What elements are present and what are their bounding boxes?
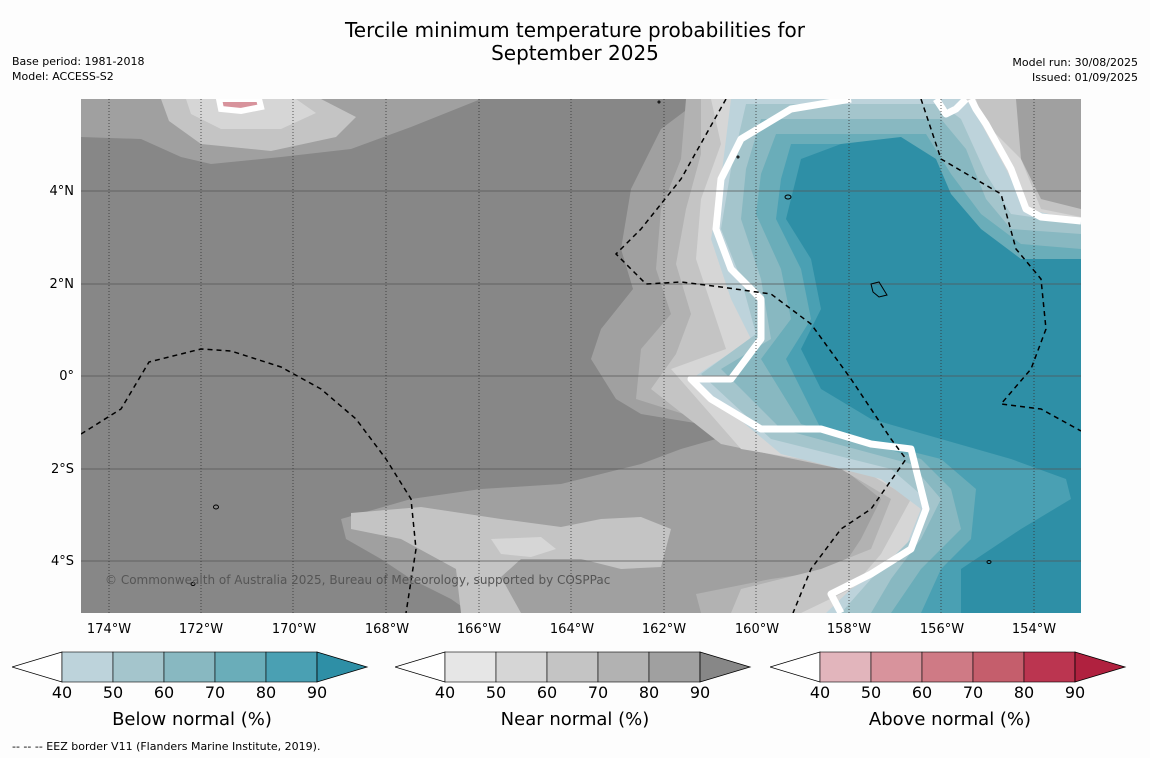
gridlines xyxy=(81,190,1081,562)
below-normal-segment-40 xyxy=(61,651,114,683)
near-normal-tick-70: 70 xyxy=(587,683,609,702)
base-period: Base period: 1981-2018 xyxy=(12,55,145,68)
above-normal-over-triangle xyxy=(1074,651,1127,683)
lon-label-166w: 166°W xyxy=(456,622,502,637)
above-normal-50-region xyxy=(215,99,265,115)
near-normal-tick-50: 50 xyxy=(485,683,507,702)
near-normal-colorbar xyxy=(395,651,752,683)
eez-footnote: -- -- -- EEZ border V11 (Flanders Marine… xyxy=(12,740,321,753)
meta-left: Base period: 1981-2018 Model: ACCESS-S2 xyxy=(12,54,144,84)
near-normal-tick-60: 60 xyxy=(536,683,558,702)
model-run: Model run: 30/08/2025 xyxy=(1012,56,1138,69)
lon-label-156w: 156°W xyxy=(919,622,965,637)
near-normal-colorbar-title: Near normal (%) xyxy=(500,709,650,730)
copyright-notice: © Commonwealth of Australia 2025, Bureau… xyxy=(105,573,611,587)
below-normal-tick-90: 90 xyxy=(306,683,328,702)
lon-label-168w: 168°W xyxy=(364,622,410,637)
above-normal-segment-40 xyxy=(819,651,872,683)
above-normal-under-triangle xyxy=(770,651,821,683)
above-normal-segment-80 xyxy=(1023,651,1076,683)
meta-right: Model run: 30/08/2025 Issued: 01/09/2025 xyxy=(1012,55,1138,85)
above-normal-tick-60: 60 xyxy=(911,683,933,702)
lon-label-170w: 170°W xyxy=(271,622,317,637)
near-normal-segment-80 xyxy=(648,651,701,683)
below-normal-colorbar xyxy=(12,651,369,683)
map-area xyxy=(81,99,1081,613)
near-normal-tick-80: 80 xyxy=(638,683,660,702)
title-line-2: September 2025 xyxy=(491,41,659,65)
lon-label-158w: 158°W xyxy=(826,622,872,637)
above-normal-tick-80: 80 xyxy=(1013,683,1035,702)
below-normal-segment-70 xyxy=(214,651,267,683)
below-normal-under-triangle xyxy=(12,651,63,683)
map-svg xyxy=(81,99,1081,613)
lat-label-0: 0° xyxy=(59,369,74,384)
near-normal-segment-60 xyxy=(546,651,599,683)
lon-label-160w: 160°W xyxy=(734,622,780,637)
near-normal-sliver-east xyxy=(1016,99,1081,209)
lon-label-174w: 174°W xyxy=(86,622,132,637)
above-normal-segment-60 xyxy=(921,651,974,683)
above-normal-colorbar-title: Above normal (%) xyxy=(868,709,1032,730)
lon-label-162w: 162°W xyxy=(641,622,687,637)
above-normal-tick-50: 50 xyxy=(860,683,882,702)
below-normal-90-region xyxy=(786,137,1081,613)
white-contour-line xyxy=(687,99,1081,613)
below-normal-segment-80 xyxy=(265,651,318,683)
title-line-1: Tercile minimum temperature probabilitie… xyxy=(344,18,806,42)
near-normal-segment-40 xyxy=(444,651,497,683)
below-normal-tick-50: 50 xyxy=(102,683,124,702)
lon-label-172w: 172°W xyxy=(178,622,224,637)
below-normal-tick-80: 80 xyxy=(255,683,277,702)
lon-label-154w: 154°W xyxy=(1011,622,1057,637)
model-name: Model: ACCESS-S2 xyxy=(12,70,114,83)
lon-label-164w: 164°W xyxy=(549,622,595,637)
lat-label-4s: 4°S xyxy=(50,554,74,569)
islands xyxy=(190,100,992,586)
above-normal-tick-40: 40 xyxy=(809,683,831,702)
issued-date: Issued: 01/09/2025 xyxy=(1031,71,1138,84)
near-normal-segment-50 xyxy=(495,651,548,683)
near-normal-segment-70 xyxy=(597,651,650,683)
eez-borders xyxy=(81,99,1081,613)
near-normal-over-triangle xyxy=(699,651,752,683)
below-normal-tick-60: 60 xyxy=(153,683,175,702)
below-normal-over-triangle xyxy=(316,651,369,683)
above-normal-tick-90: 90 xyxy=(1064,683,1086,702)
near-normal-under-triangle xyxy=(395,651,446,683)
below-normal-tick-40: 40 xyxy=(51,683,73,702)
above-normal-segment-70 xyxy=(972,651,1025,683)
map-title: Tercile minimum temperature probabilitie… xyxy=(0,19,1150,65)
below-normal-colorbar-title: Below normal (%) xyxy=(112,709,272,730)
above-normal-segment-50 xyxy=(870,651,923,683)
near-normal-tick-90: 90 xyxy=(689,683,711,702)
below-normal-segment-60 xyxy=(163,651,216,683)
below-normal-segment-50 xyxy=(112,651,165,683)
near-normal-70-south xyxy=(351,507,671,613)
lat-label-2n: 2°N xyxy=(49,277,75,292)
above-normal-tick-70: 70 xyxy=(962,683,984,702)
below-normal-tick-70: 70 xyxy=(204,683,226,702)
above-normal-colorbar xyxy=(770,651,1127,683)
lat-label-4n: 4°N xyxy=(49,184,75,199)
near-normal-60-south xyxy=(491,537,556,557)
lat-label-2s: 2°S xyxy=(50,462,74,477)
near-normal-tick-40: 40 xyxy=(434,683,456,702)
